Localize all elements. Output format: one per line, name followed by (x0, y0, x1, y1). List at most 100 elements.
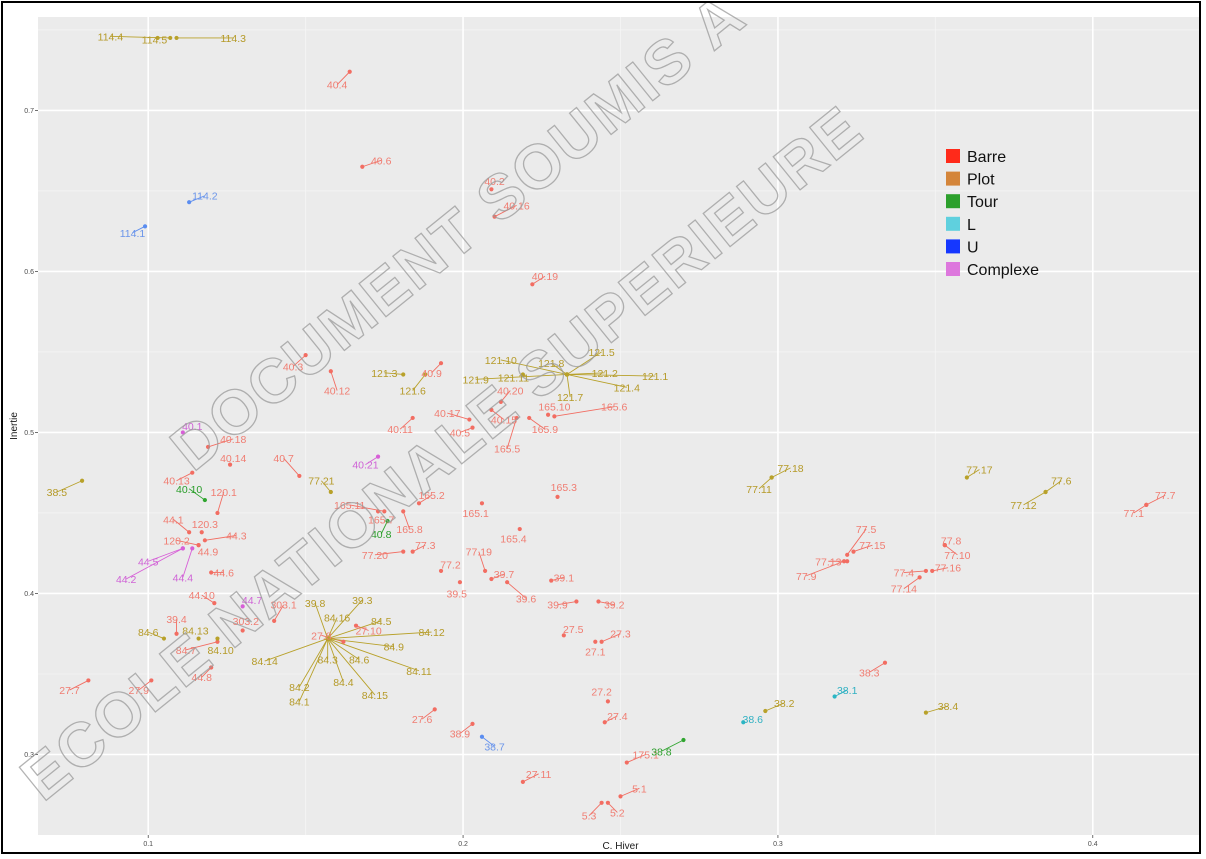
leader-line (506, 581, 527, 599)
y-tick-label: 0.4 (24, 591, 34, 598)
leader-line (566, 374, 627, 388)
leader-line (846, 528, 867, 556)
data-label: 165.5 (494, 444, 520, 456)
data-label: 40.18 (220, 434, 246, 446)
legend-swatch (946, 149, 960, 163)
leader-line (806, 560, 845, 577)
data-label: 77.20 (362, 550, 388, 562)
data-label: 40.4 (327, 80, 348, 92)
data-point (489, 576, 494, 582)
data-point (353, 623, 359, 628)
leader-line (566, 374, 571, 398)
data-label: 27.11 (526, 769, 552, 781)
data-point (552, 414, 557, 419)
leader-line (148, 631, 165, 639)
data-label: 165.2 (418, 490, 444, 502)
leader-line (765, 702, 785, 712)
data-point (1043, 489, 1048, 495)
leader-line (607, 802, 618, 813)
data-label: 121.8 (538, 358, 564, 370)
leader-line (834, 689, 848, 697)
data-label: 121.3 (371, 368, 397, 380)
data-point (180, 430, 185, 435)
leader-line (557, 601, 577, 606)
leader-line (327, 638, 360, 660)
leader-line (522, 773, 539, 783)
legend-swatch (946, 262, 960, 276)
data-point (851, 549, 856, 554)
data-point (423, 372, 428, 377)
data-point (215, 636, 220, 641)
data-point (618, 794, 623, 799)
leader-line (264, 638, 328, 662)
leader-line (327, 631, 432, 640)
data-point (1144, 502, 1149, 508)
data-point (841, 559, 847, 564)
data-label: 175.1 (633, 749, 659, 761)
data-point (375, 509, 381, 514)
data-label: 40.12 (324, 386, 350, 398)
y-tick-label: 0.5 (24, 430, 34, 437)
data-label: 165.9 (532, 424, 558, 436)
data-label: 44.5 (138, 556, 159, 568)
data-point (923, 568, 929, 574)
leader-line (374, 551, 404, 556)
data-label: 38.4 (938, 701, 959, 713)
data-point (489, 187, 494, 192)
data-label: 40.15 (491, 415, 517, 427)
data-label: 77.15 (859, 540, 885, 552)
data-label: 84.16 (324, 613, 350, 625)
data-point (382, 509, 387, 514)
leader-line (201, 594, 215, 604)
data-label: 77.6 (1051, 476, 1072, 488)
legend-swatch (946, 216, 960, 231)
data-point (470, 721, 475, 726)
data-label: 40.8 (371, 529, 392, 541)
leader-line (132, 225, 146, 234)
data-label: 39.9 (547, 600, 568, 612)
data-point (209, 570, 214, 575)
leader-line (217, 491, 225, 514)
data-label: 38.3 (859, 667, 880, 679)
data-label: 44.3 (226, 530, 247, 542)
data-label: 165.1 (463, 508, 489, 520)
data-label: 303.2 (233, 616, 259, 628)
leader-line (402, 511, 410, 530)
data-label: 84.7 (176, 645, 197, 657)
data-label: 120.2 (163, 535, 189, 547)
legend-label: Complexe (967, 262, 1039, 279)
data-label: 40.17 (434, 408, 460, 420)
leader-line (491, 409, 505, 420)
data-point (410, 549, 415, 554)
data-point (209, 665, 214, 670)
data-point (149, 678, 154, 683)
data-point (605, 800, 611, 805)
data-label: 27.1 (585, 646, 606, 658)
data-label: 121.2 (592, 368, 618, 380)
data-point (479, 734, 485, 739)
leader-line (500, 390, 511, 403)
legend-label: Plot (967, 172, 995, 189)
data-label: 39.5 (447, 588, 468, 600)
legend-label: Tour (967, 194, 999, 211)
data-point (681, 737, 686, 743)
data-point (432, 707, 437, 712)
data-label: 5.1 (632, 783, 647, 795)
label-leader-lines (56, 35, 1166, 816)
data-label: 84.6 (349, 654, 370, 666)
leader-line (336, 71, 351, 85)
data-label: 27.7 (59, 685, 80, 697)
data-point (498, 399, 503, 404)
data-point (470, 425, 475, 430)
leader-line (327, 620, 382, 639)
leader-line (491, 573, 505, 580)
data-label: 38.5 (47, 487, 68, 499)
data-point (599, 800, 604, 805)
data-point (174, 35, 179, 41)
data-label: 121.5 (588, 347, 614, 359)
leader-line (56, 480, 83, 493)
data-point (596, 599, 601, 604)
data-point (438, 361, 444, 366)
data-point (79, 478, 85, 483)
leader-line (903, 570, 926, 573)
